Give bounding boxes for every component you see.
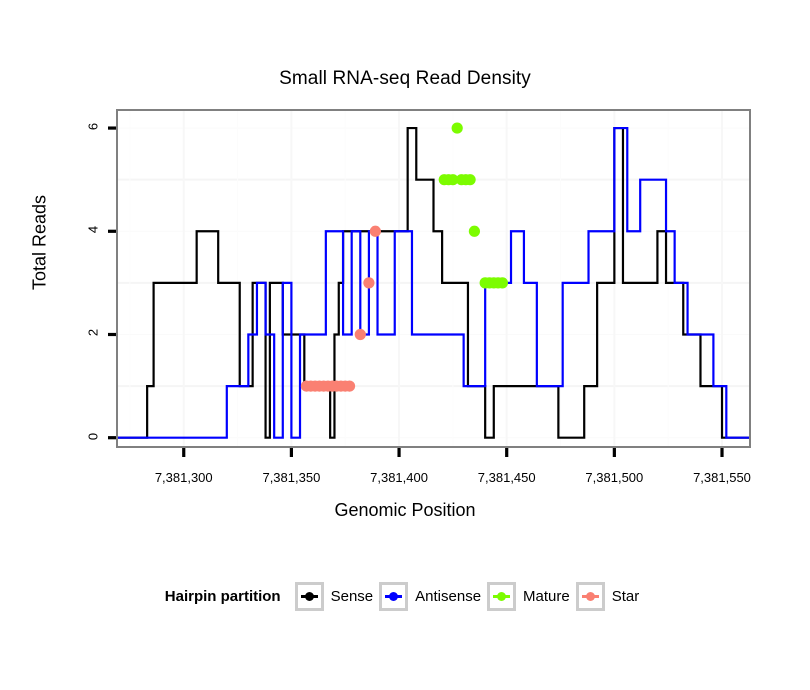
legend-item-antisense[interactable]: Antisense <box>379 582 481 611</box>
x-axis-label: Genomic Position <box>334 500 476 520</box>
series-line-antisense <box>118 126 749 439</box>
marker-star <box>343 380 356 392</box>
x-tick-label: 7,381,450 <box>477 470 536 485</box>
marker-star <box>354 328 366 341</box>
legend-key-icon <box>575 582 605 611</box>
marker-mature <box>451 122 463 134</box>
legend-key-dot <box>497 592 507 601</box>
legend-title: Hairpin partition <box>164 588 281 605</box>
legend-item-label: Star <box>611 588 640 605</box>
x-tick-label: 7,381,500 <box>585 470 644 485</box>
legend-key-icon <box>294 582 324 611</box>
x-tick-label: 7,381,300 <box>154 470 213 485</box>
legend-key-icon <box>487 582 517 611</box>
chart-title: Small RNA-seq Read Density <box>279 68 531 89</box>
x-tick-label: 7,381,550 <box>693 470 751 485</box>
marker-star <box>363 277 375 289</box>
marker-mature <box>464 174 476 186</box>
legend-key-dot <box>304 592 314 601</box>
legend-key-dot <box>389 592 399 601</box>
marker-star <box>369 225 381 237</box>
series-line-sense <box>118 126 749 439</box>
legend-item-label: Antisense <box>415 588 482 605</box>
legend-item-sense[interactable]: Sense <box>294 582 374 611</box>
legend-item-star[interactable]: Star <box>575 582 640 611</box>
marker-mature <box>468 225 481 237</box>
legend-item-mature[interactable]: Mature <box>487 582 570 611</box>
x-tick-label: 7,381,400 <box>370 470 428 485</box>
marker-mature <box>496 277 508 289</box>
legend-key-icon <box>379 582 409 611</box>
legend-item-label: Mature <box>523 588 570 605</box>
marker-mature <box>447 174 459 186</box>
chart-legend: Hairpin partition Sense Antisense Mature St… <box>0 582 810 611</box>
legend-key-dot <box>585 592 595 601</box>
x-tick-label: 7,381,350 <box>262 470 321 485</box>
plot-panel-border <box>116 109 751 448</box>
legend-item-label: Sense <box>330 588 374 605</box>
